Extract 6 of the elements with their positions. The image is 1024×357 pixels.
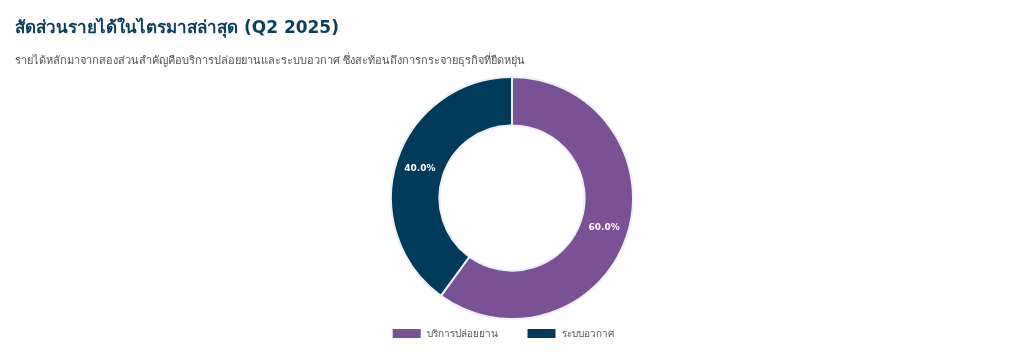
text: สัดส่วนรายได้ในไตรมาสล่าสุด (Q2 2025) [15,17,339,38]
legend-label: บริการปล่อยยาน [426,328,498,339]
data-label: 40.0% [404,162,436,173]
data-label: 60.0% [588,222,620,233]
text: รายได้หลักมาจากสองส่วนสำคัญคือบริการปล่อยยานและระบบอวกาศ ซึ่งสะท้อนถึงการกระจายธุรกิจที่ยืดหยุ่น [15,52,526,67]
legend-label: ระบบอวกาศ [561,328,615,339]
